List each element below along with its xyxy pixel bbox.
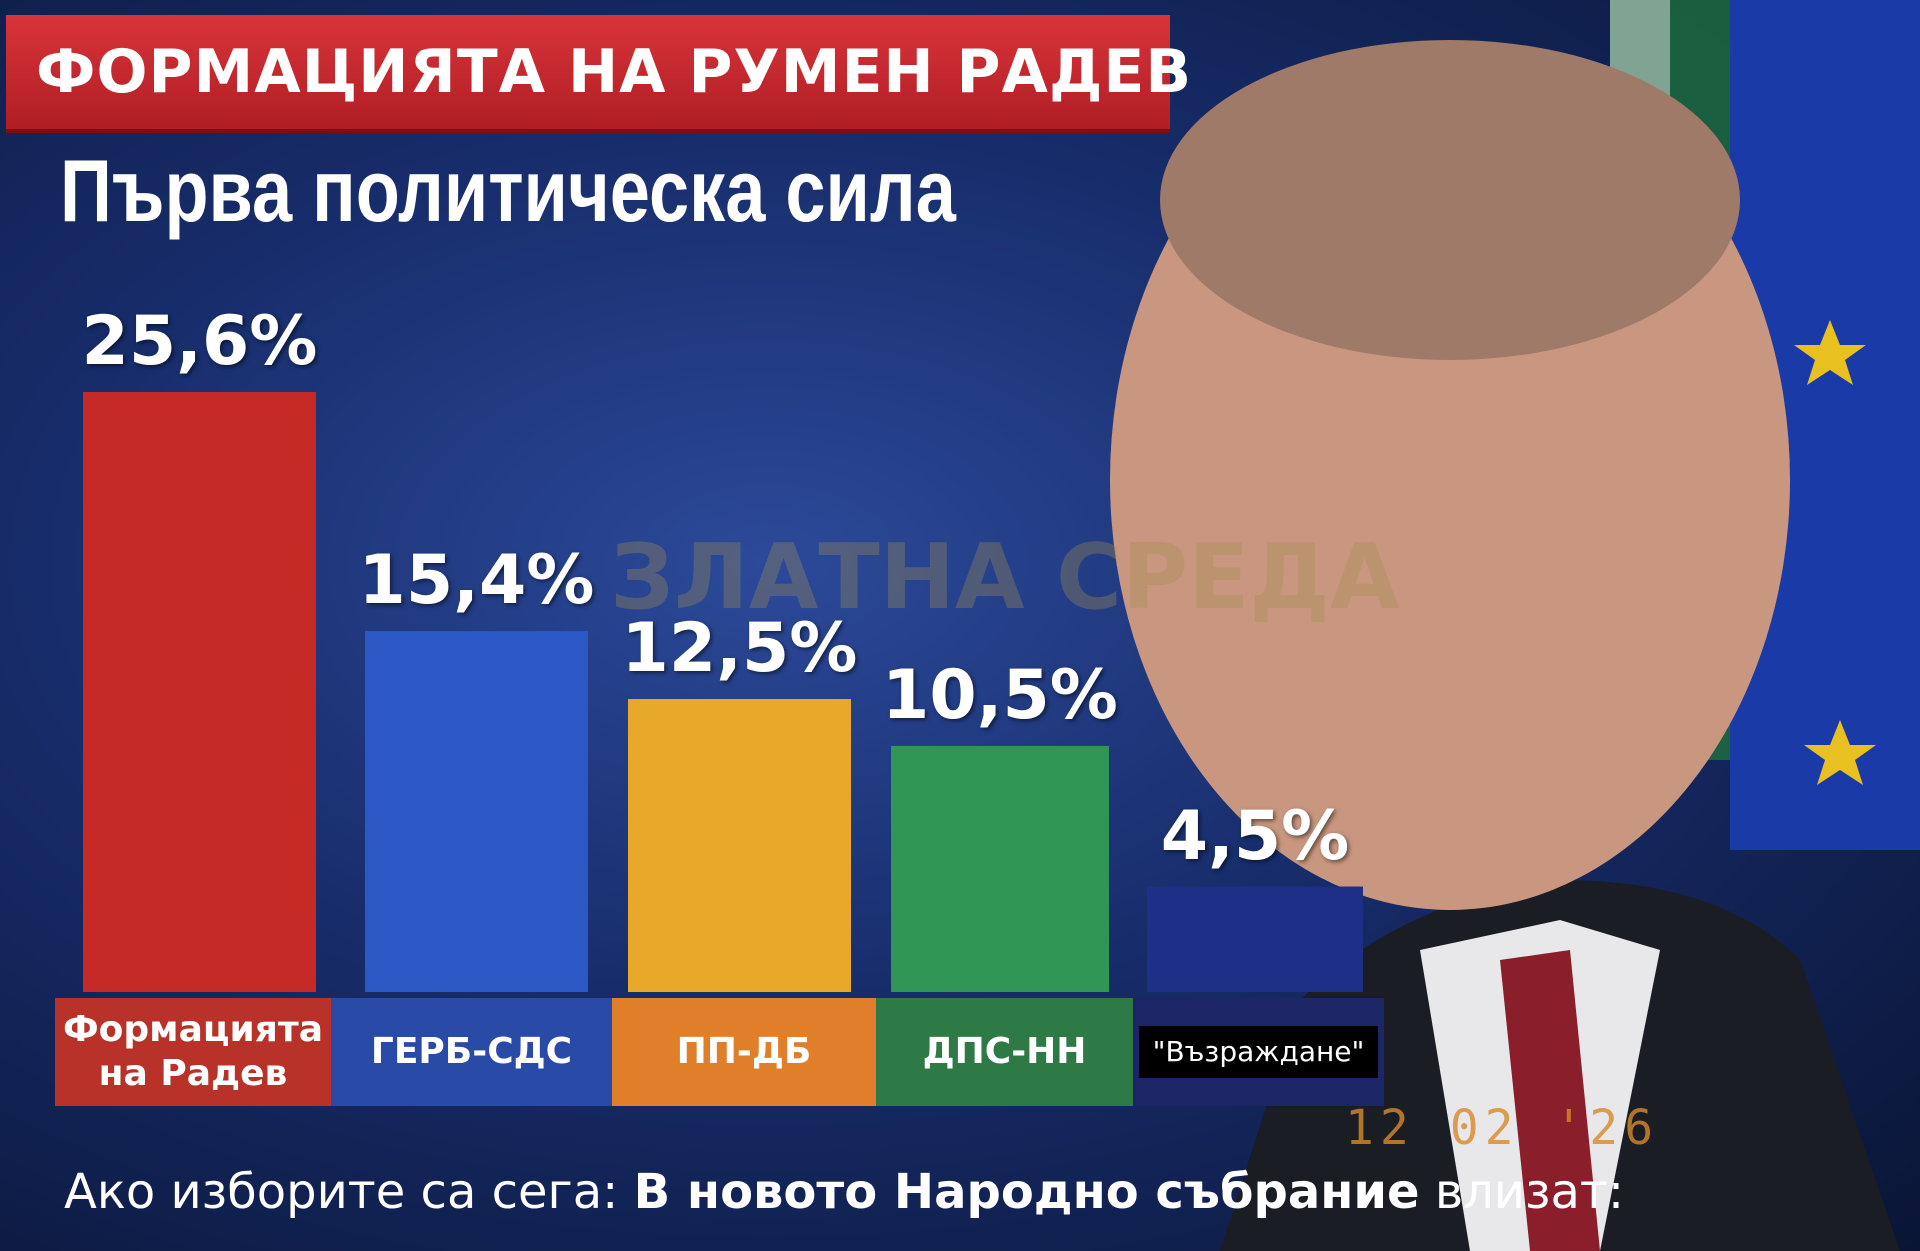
category-cell: Формацията на Радев: [55, 998, 331, 1106]
value-label: 10,5%: [882, 655, 1118, 735]
bar: [83, 392, 316, 992]
category-cell: "Възраждане": [1133, 998, 1384, 1106]
bar: [1147, 886, 1363, 992]
category-label: ГЕРБ-СДС: [370, 1031, 573, 1072]
category-label: "Възраждане": [1138, 1026, 1379, 1078]
tie: [1500, 950, 1600, 1251]
star: [1794, 320, 1866, 385]
footnote-bold: В новото Народно събрание: [633, 1164, 1420, 1220]
bar: [628, 699, 851, 992]
head-top: [1160, 40, 1740, 360]
footnote-part: Ако изборите са сега:: [64, 1164, 619, 1220]
bar: [365, 631, 588, 992]
category-label: Формацията на Радев: [62, 1009, 324, 1094]
chart-subtitle: Първа политическа сила: [60, 141, 956, 240]
value-label: 25,6%: [81, 302, 318, 381]
star: [1804, 720, 1876, 785]
bar: [891, 745, 1109, 992]
value-label: 4,5%: [1160, 796, 1350, 876]
category-cell: ГЕРБ-СДС: [331, 998, 612, 1106]
watermark: ЗЛАТНА СРЕДА: [610, 525, 1400, 630]
footnote: Ако изборите са сега: В новото Народно с…: [64, 1164, 1624, 1220]
value-label: 15,4%: [358, 541, 595, 621]
value-label: 12,5%: [621, 609, 858, 689]
category-cell: ДПС-НН: [876, 998, 1133, 1106]
category-label: ДПС-НН: [922, 1031, 1087, 1072]
banner: [6, 15, 1170, 133]
category-cell: ПП-ДБ: [612, 998, 876, 1106]
chart-title: ФОРМАЦИЯТА НА РУМЕН РАДЕВ: [36, 37, 1193, 107]
category-label: ПП-ДБ: [676, 1031, 812, 1072]
footnote-part: влизат:: [1434, 1164, 1625, 1220]
date-stamp: 12 02 '26: [1345, 1100, 1660, 1156]
